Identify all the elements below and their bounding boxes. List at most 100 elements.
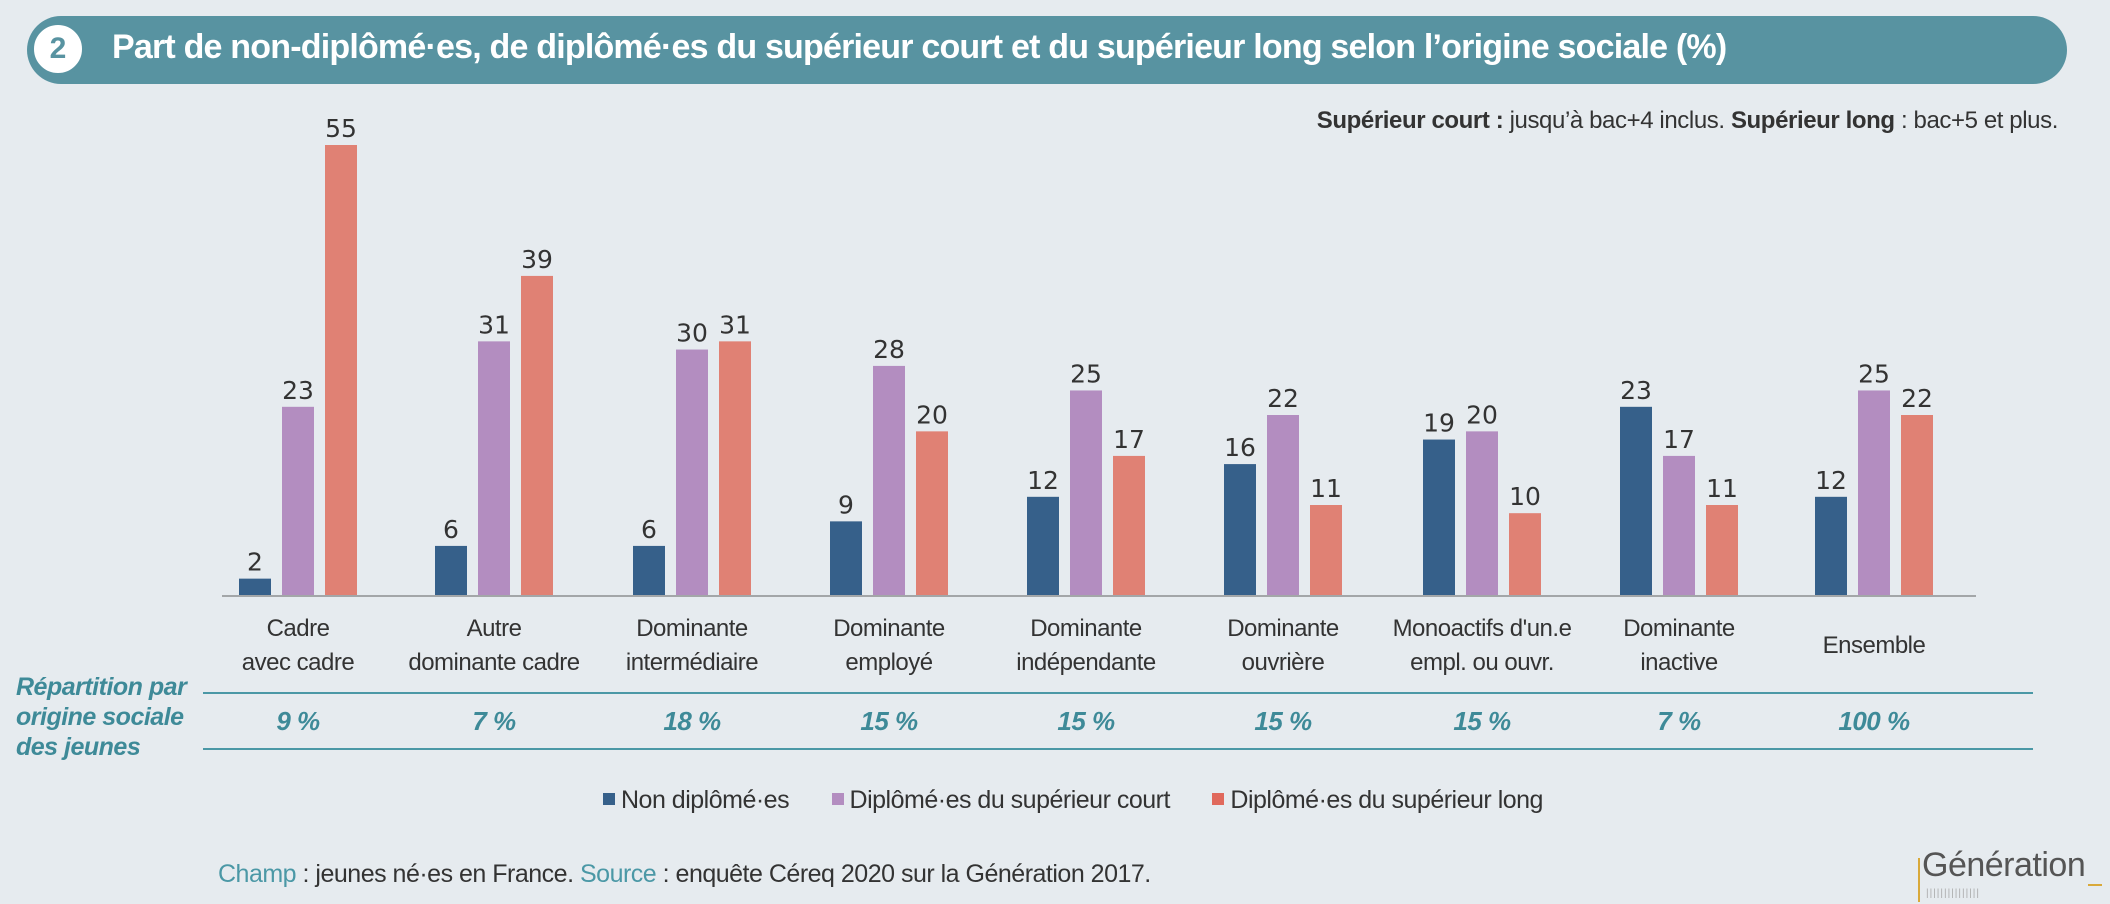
title-bar: [27, 16, 2067, 84]
bar: [719, 341, 751, 595]
champ-label: Champ: [218, 860, 297, 888]
category-label: Monoactifs d'un.e empl. ou ouvr.: [1392, 615, 1572, 676]
repartition-value: 7 %: [1657, 706, 1701, 736]
bar: [1706, 505, 1738, 595]
bar-value-label: 6: [641, 515, 657, 544]
logo-ticks: |||||||||||||||: [1926, 888, 1980, 899]
legend-item: Non diplômé·es: [603, 786, 790, 815]
repartition-bottom-rule: [203, 748, 2033, 750]
bar-value-label: 28: [873, 335, 905, 364]
legend-item: Diplômé·es du supérieur long: [1212, 786, 1543, 815]
chart-title: Part de non-diplômé·es, de diplômé·es du…: [112, 28, 1727, 66]
footer-source: Champ : jeunes né·es en France. Source :…: [218, 860, 1151, 889]
legend-label: Diplômé·es du supérieur long: [1230, 786, 1543, 814]
note-court-label: Supérieur court :: [1316, 107, 1504, 134]
category-label: Dominante ouvrière: [1227, 615, 1339, 676]
definition-note: Supérieur court : jusqu’à bac+4 inclus. …: [1316, 107, 2059, 135]
bar: [1509, 513, 1541, 595]
bar-value-label: 31: [719, 310, 751, 339]
category-label: Dominante employé: [833, 615, 945, 676]
bar: [1267, 415, 1299, 595]
category-label: Dominante indépendante: [1016, 615, 1156, 676]
bar: [916, 431, 948, 595]
repartition-value: 15 %: [1453, 706, 1511, 736]
note-long-label: Supérieur long: [1730, 107, 1895, 134]
bar-value-label: 10: [1509, 482, 1541, 511]
legend-item: Diplômé·es du supérieur court: [831, 786, 1171, 815]
category-label: Dominante intermédiaire: [625, 615, 759, 676]
bar-value-label: 25: [1070, 359, 1102, 388]
bar: [1663, 455, 1695, 595]
bar-value-label: 30: [676, 319, 708, 348]
bar: [478, 341, 510, 595]
bar: [633, 545, 665, 595]
bar: [830, 521, 862, 595]
repartition-value: 15 %: [1254, 706, 1312, 736]
repartition-label-line: des jeunes: [16, 733, 141, 761]
repartition-value: 15 %: [860, 706, 918, 736]
bar: [1027, 496, 1059, 595]
bar-value-label: 55: [325, 114, 357, 143]
bar: [1815, 496, 1847, 595]
bar-value-label: 9: [838, 490, 854, 519]
bar-value-label: 2: [247, 548, 263, 577]
bar-value-label: 39: [521, 245, 553, 274]
bar: [676, 349, 708, 595]
source-text: : enquête Céreq 2020 sur la Génération 2…: [656, 860, 1152, 888]
repartition-value: 7 %: [472, 706, 516, 736]
bar-value-label: 31: [478, 310, 510, 339]
source-label: Source: [579, 860, 657, 888]
category-label: Dominante inactive: [1623, 615, 1735, 676]
bar-value-label: 23: [282, 376, 314, 405]
bar: [435, 545, 467, 595]
repartition-value: 100 %: [1838, 706, 1910, 736]
bar: [282, 406, 314, 595]
figure-number-badge: 2: [30, 21, 86, 77]
logo-text: Génération: [1922, 846, 2086, 884]
repartition-value: 15 %: [1057, 706, 1115, 736]
legend-label: Diplômé·es du supérieur court: [849, 786, 1171, 814]
bar-value-label: 17: [1663, 425, 1695, 454]
legend-swatch-non-diplomes: [603, 793, 615, 806]
bar-value-label: 12: [1027, 466, 1059, 495]
bar: [1113, 455, 1145, 595]
bar: [1466, 431, 1498, 595]
repartition-value: 9 %: [276, 706, 320, 736]
legend-swatch-superieur-court: [831, 793, 844, 806]
generation-logo: Génération |||||||||||||||: [1918, 846, 2108, 902]
bar-value-label: 19: [1423, 409, 1455, 438]
bar: [1423, 439, 1455, 595]
bar-value-label: 17: [1113, 425, 1145, 454]
bar: [1224, 464, 1256, 595]
bar: [873, 365, 905, 595]
bar-value-label: 20: [1466, 400, 1498, 429]
category-label: Autre dominante cadre: [408, 615, 580, 676]
bar: [1620, 406, 1652, 595]
bar-value-label: 22: [1901, 384, 1933, 413]
bar-value-label: 20: [916, 400, 948, 429]
bar: [1310, 505, 1342, 595]
note-long-text: : bac+5 et plus.: [1894, 107, 2058, 134]
bar: [1901, 415, 1933, 595]
bars-group: 2 6 6 9 12 16 19 23 12 23 31 30 28 25 22 20 17 25 55 39 31 20…: [239, 114, 1933, 595]
bar-value-label: 11: [1706, 474, 1738, 503]
bar-value-label: 16: [1224, 433, 1256, 462]
category-label: Ensemble: [1822, 632, 1926, 659]
category-label: Cadre avec cadre: [241, 615, 355, 676]
repartition-top-rule: [203, 692, 2033, 694]
bar-value-label: 22: [1267, 384, 1299, 413]
logo-underscore: [2088, 884, 2102, 886]
bar-value-label: 6: [443, 515, 459, 544]
bar-value-label: 12: [1815, 466, 1847, 495]
bar-value-label: 25: [1858, 359, 1890, 388]
bar: [325, 145, 357, 595]
bar-value-label: 11: [1310, 474, 1342, 503]
logo-accent-bar: [1918, 858, 1920, 902]
champ-text: : jeunes né·es en France.: [296, 860, 580, 888]
bar: [1858, 390, 1890, 595]
bar: [521, 275, 553, 595]
bar: [239, 578, 271, 595]
legend: Non diplômé·es Diplômé·es du supérieur c…: [603, 786, 1579, 815]
bar: [1070, 390, 1102, 595]
